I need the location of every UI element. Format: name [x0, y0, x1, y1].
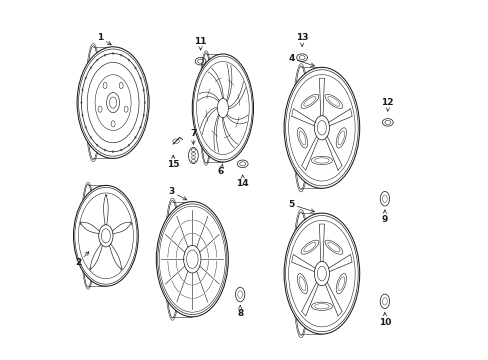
Text: 1: 1: [97, 33, 111, 45]
Text: 13: 13: [295, 33, 308, 46]
Text: 12: 12: [381, 98, 393, 111]
Ellipse shape: [311, 302, 332, 310]
Ellipse shape: [335, 274, 346, 294]
Ellipse shape: [77, 47, 149, 158]
Ellipse shape: [314, 261, 329, 286]
Ellipse shape: [284, 67, 359, 188]
Ellipse shape: [301, 240, 318, 254]
Text: 5: 5: [287, 200, 314, 212]
Ellipse shape: [335, 128, 346, 148]
Text: 7: 7: [190, 129, 196, 144]
Text: 10: 10: [378, 312, 390, 327]
Ellipse shape: [284, 213, 359, 334]
Ellipse shape: [217, 98, 228, 118]
Text: 4: 4: [287, 54, 314, 67]
Text: 11: 11: [194, 37, 206, 50]
Text: 15: 15: [166, 155, 179, 169]
Text: 14: 14: [236, 175, 248, 188]
Ellipse shape: [192, 54, 253, 162]
Ellipse shape: [183, 246, 201, 273]
Ellipse shape: [325, 240, 342, 254]
Text: 8: 8: [237, 306, 243, 318]
Ellipse shape: [314, 116, 329, 140]
Ellipse shape: [156, 202, 228, 317]
Ellipse shape: [297, 274, 307, 294]
Ellipse shape: [73, 185, 138, 286]
Ellipse shape: [301, 94, 318, 108]
Ellipse shape: [325, 94, 342, 108]
Ellipse shape: [297, 128, 307, 148]
Text: 6: 6: [218, 164, 224, 175]
Text: 3: 3: [168, 187, 186, 200]
Text: 9: 9: [381, 210, 387, 224]
Ellipse shape: [99, 225, 113, 247]
Ellipse shape: [311, 156, 332, 165]
Text: 2: 2: [75, 252, 89, 267]
